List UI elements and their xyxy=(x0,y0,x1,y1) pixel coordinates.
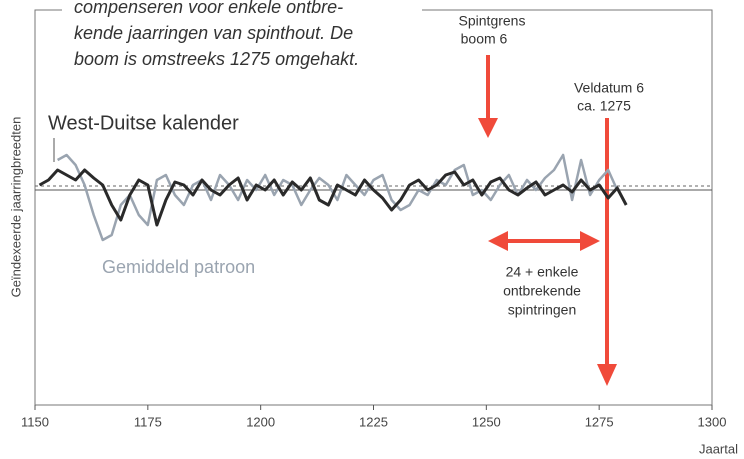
annotation: 24 + enkele xyxy=(506,264,579,280)
x-tick-label: 1300 xyxy=(698,414,727,429)
annotation: spintringen xyxy=(508,302,577,318)
x-tick-label: 1175 xyxy=(134,414,162,429)
annotation: ontbrekende xyxy=(503,283,581,299)
arrow-head xyxy=(580,231,600,251)
annotation: Veldatum 6 xyxy=(574,80,644,96)
y-axis-label: Geïndexeerde jaarringbreedten xyxy=(8,117,23,298)
x-tick-label: 1225 xyxy=(359,414,388,429)
x-tick-label: 1200 xyxy=(246,414,275,429)
x-tick-label: 1250 xyxy=(472,414,501,429)
arrow-head xyxy=(488,231,508,251)
note-line: compenseren voor enkele ontbre- xyxy=(74,0,343,17)
arrow-head xyxy=(597,364,617,386)
annotation: boom 6 xyxy=(461,31,508,47)
x-axis-label: Jaartal xyxy=(699,441,738,456)
x-tick-label: 1275 xyxy=(585,414,614,429)
note-line: kende jaarringen van spinthout. De xyxy=(74,23,353,43)
series-line xyxy=(56,153,619,242)
x-tick-label: 1150 xyxy=(21,414,49,429)
note-background xyxy=(62,0,422,72)
arrow-head xyxy=(478,118,498,138)
series-line xyxy=(38,168,628,227)
note-line: boom is omstreeks 1275 omgehakt. xyxy=(74,49,359,69)
annotation: Spintgrens xyxy=(459,13,526,29)
arrows xyxy=(478,55,617,386)
annotation: ca. 1275 xyxy=(577,98,631,114)
series-label: West-Duitse kalender xyxy=(48,112,239,134)
series-label: Gemiddeld patroon xyxy=(102,257,255,277)
